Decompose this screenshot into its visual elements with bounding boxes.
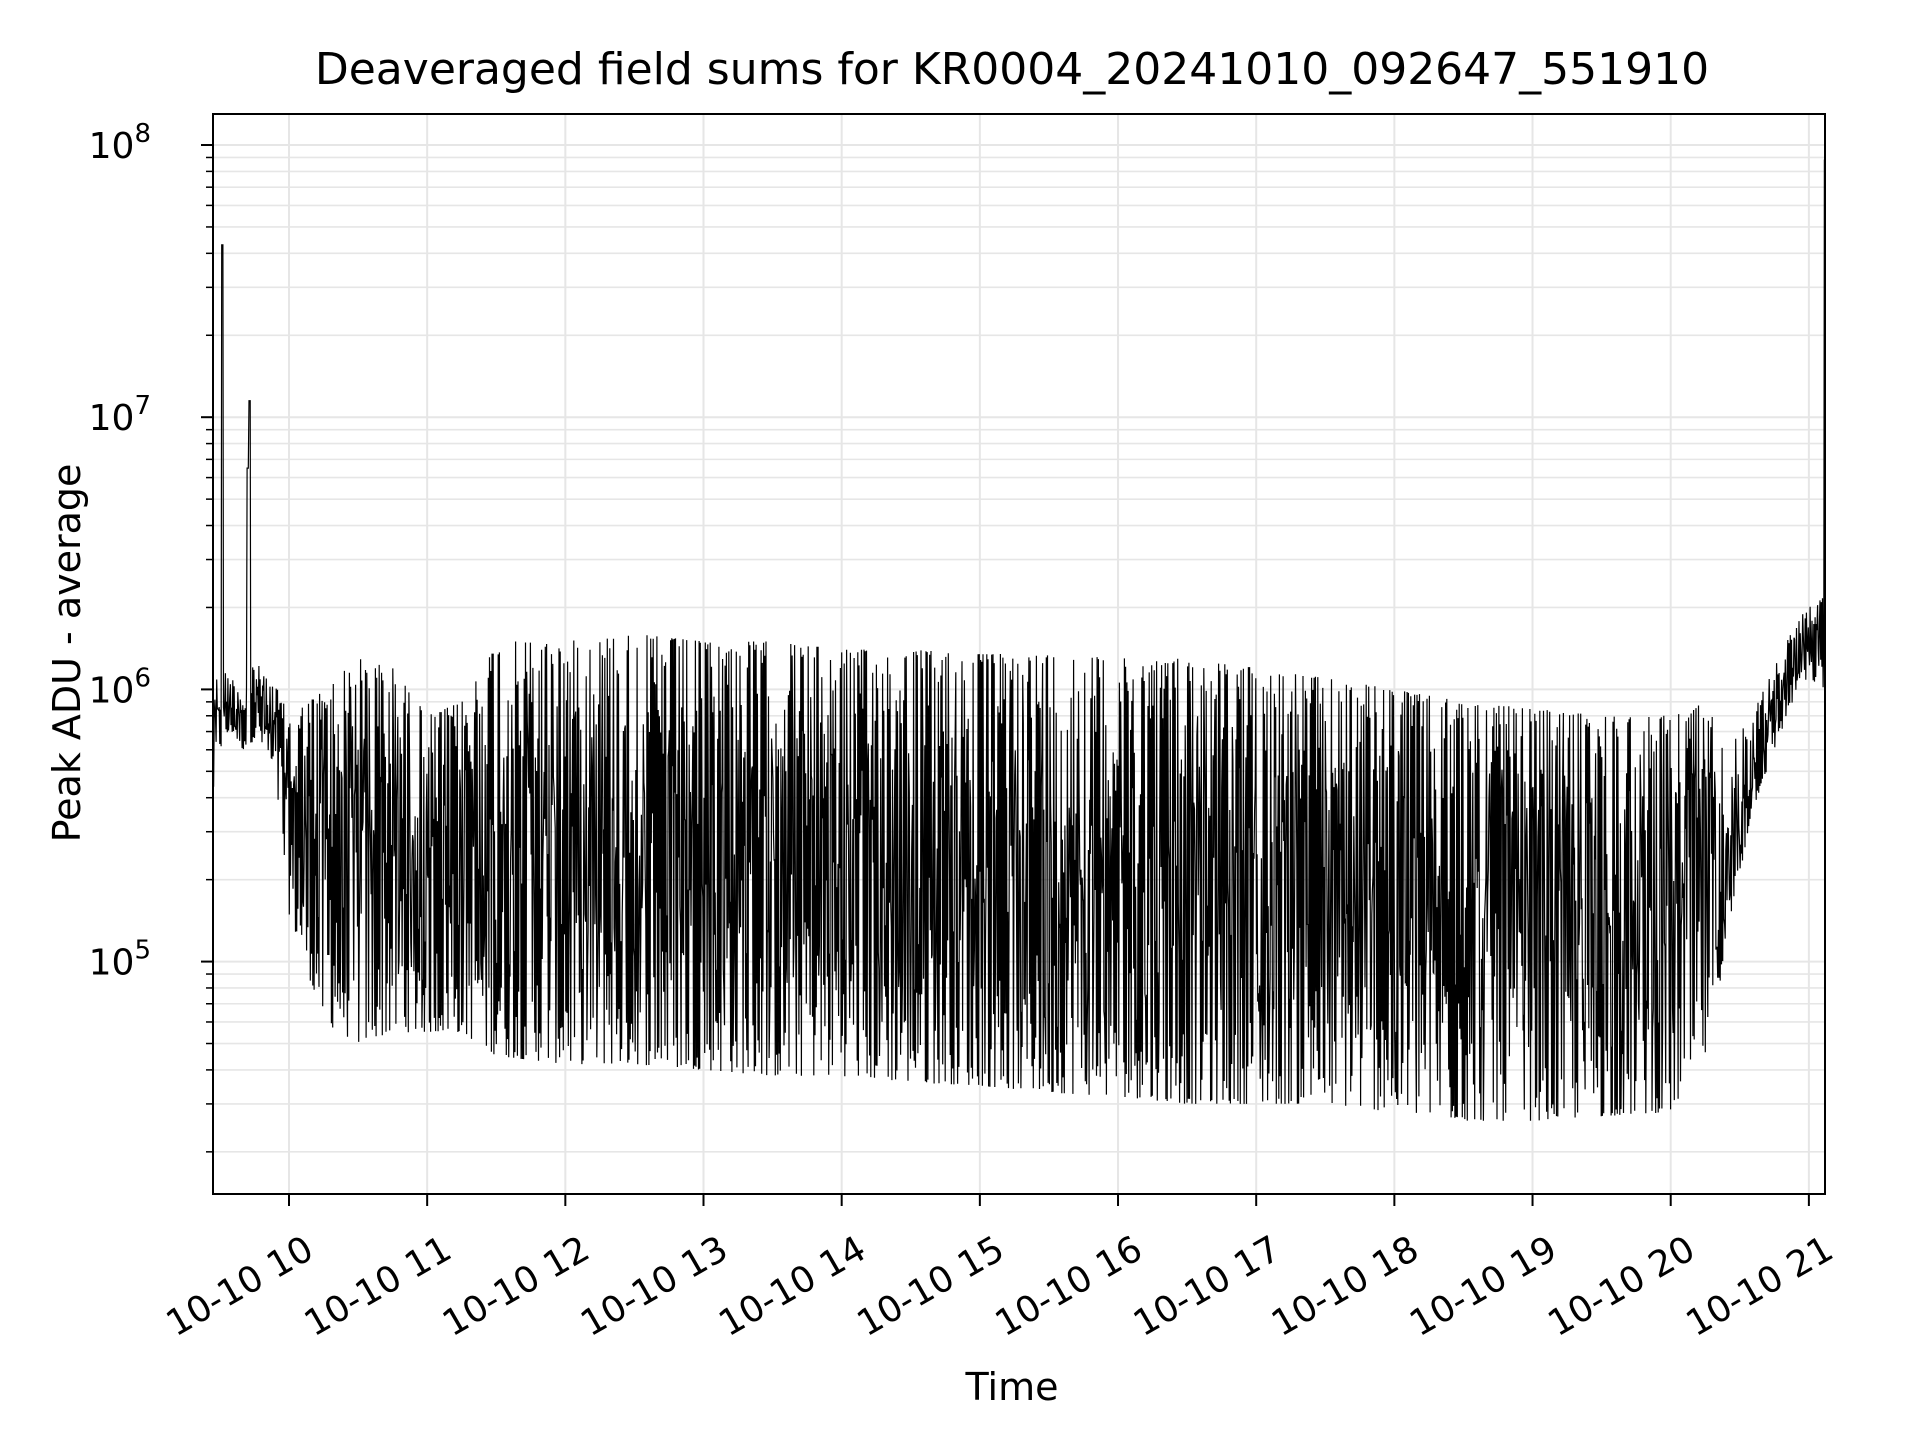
x-tick-label: 10-10 18	[1265, 1228, 1426, 1344]
y-tick-label: 107	[89, 391, 151, 439]
x-tick-label: 10-10 17	[1127, 1228, 1288, 1344]
x-tick-label: 10-10 12	[436, 1228, 597, 1344]
x-tick-label: 10-10 19	[1403, 1228, 1564, 1344]
x-axis-label: Time	[965, 1365, 1059, 1409]
y-axis-label: Peak ADU - average	[45, 464, 89, 843]
y-axis: 105 106 107 108	[89, 119, 213, 1153]
series-layer	[212, 159, 1825, 1121]
x-tick-label: 10-10 10	[160, 1228, 321, 1344]
y-tick-label: 105	[89, 936, 151, 984]
x-tick-label: 10-10 14	[712, 1228, 873, 1344]
series-line	[212, 159, 1825, 1121]
x-tick-label: 10-10 15	[850, 1228, 1011, 1344]
x-tick-label: 10-10 20	[1541, 1228, 1702, 1344]
plot-frame	[212, 113, 1826, 1195]
y-tick-label: 106	[89, 663, 151, 711]
x-tick-label: 10-10 21	[1680, 1228, 1841, 1344]
y-tick-label: 108	[89, 119, 151, 167]
x-tick-label: 10-10 16	[989, 1228, 1150, 1344]
x-tick-label: 10-10 11	[298, 1228, 459, 1344]
chart-title: Deaveraged field sums for KR0004_2024101…	[315, 44, 1709, 95]
x-tick-label: 10-10 13	[574, 1228, 735, 1344]
